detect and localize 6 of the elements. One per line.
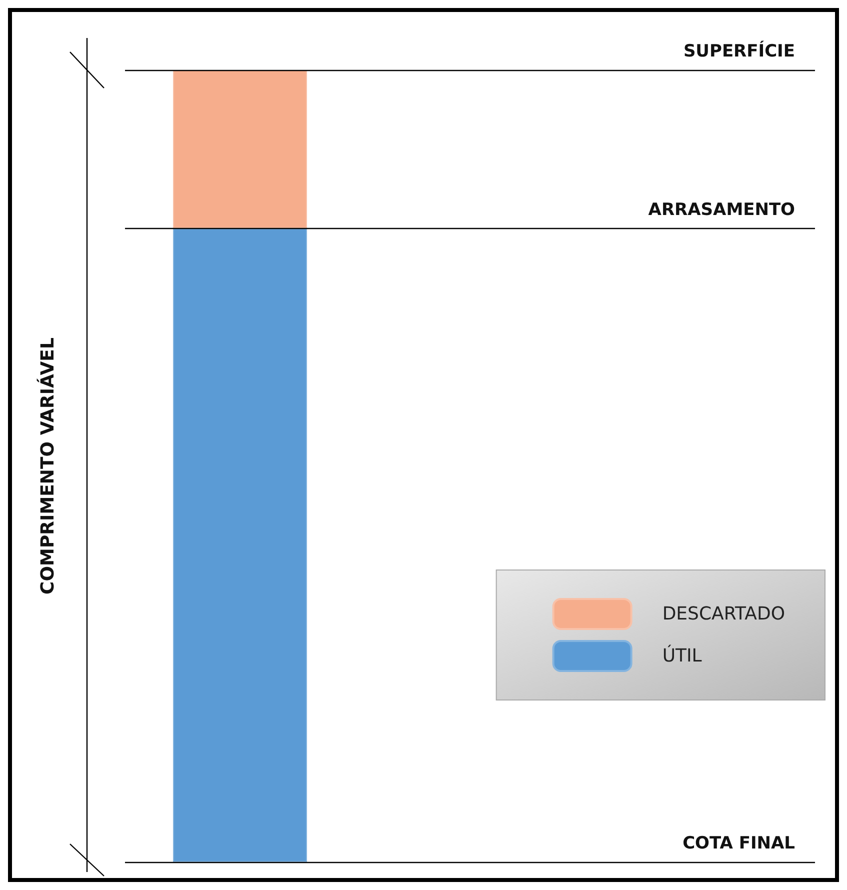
ref-line-label: COTA FINAL (682, 834, 796, 854)
legend-label: DESCARTADO (662, 604, 786, 624)
ref-line-label: SUPERFÍCIE (683, 40, 795, 62)
legend-label: ÚTIL (662, 644, 702, 666)
ref-line-label: ARRASAMENTO (648, 200, 795, 220)
text: COMPRIMENTO VARIÁVEL (36, 338, 58, 594)
